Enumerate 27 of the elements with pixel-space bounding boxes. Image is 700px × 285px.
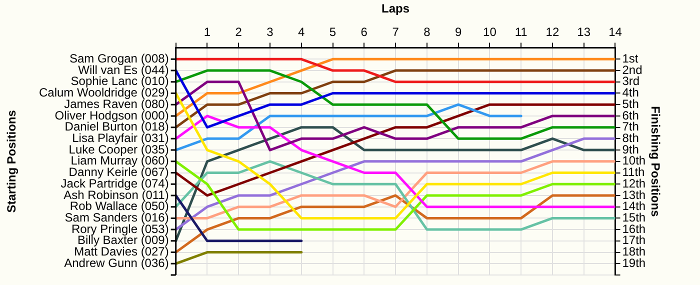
x-tick-label: 10 [483, 24, 497, 39]
y-tick-label: 3rd [622, 74, 640, 88]
y-tick-label: 10th [622, 154, 646, 168]
y-tick-label: 6th [622, 108, 639, 122]
y-tick-label: 1st [622, 51, 639, 66]
y-tick-label: 14th [622, 199, 646, 214]
x-tick-label: 1 [204, 24, 211, 39]
x-tick-label: 12 [546, 24, 560, 39]
x-tick-label: 5 [329, 24, 336, 39]
y-tick-label: 9th [622, 142, 639, 156]
x-axis-title: Laps [382, 2, 410, 16]
x-tick-label: 3 [266, 24, 274, 39]
text: Starting Positions [4, 110, 18, 213]
y-tick-label: 13th [622, 188, 646, 202]
x-tick-label: 7 [392, 24, 400, 39]
y-axis-title: Finishing Positions [648, 106, 662, 218]
x-tick-label: 4 [298, 24, 306, 39]
x-tick-label: 8 [424, 24, 431, 39]
x-tick-label: 6 [360, 24, 368, 39]
y-tick-label: 17th [622, 233, 646, 248]
x-tick-label: 9 [454, 24, 462, 39]
x-tick-label: 13 [577, 24, 591, 39]
x-tick-label: 14 [608, 24, 622, 39]
y-tick-label: 2nd [622, 62, 642, 77]
x-tick-label: 2 [235, 24, 242, 39]
x-tick-label: 11 [514, 24, 528, 39]
text: Sam Grogan (008) [69, 51, 169, 66]
